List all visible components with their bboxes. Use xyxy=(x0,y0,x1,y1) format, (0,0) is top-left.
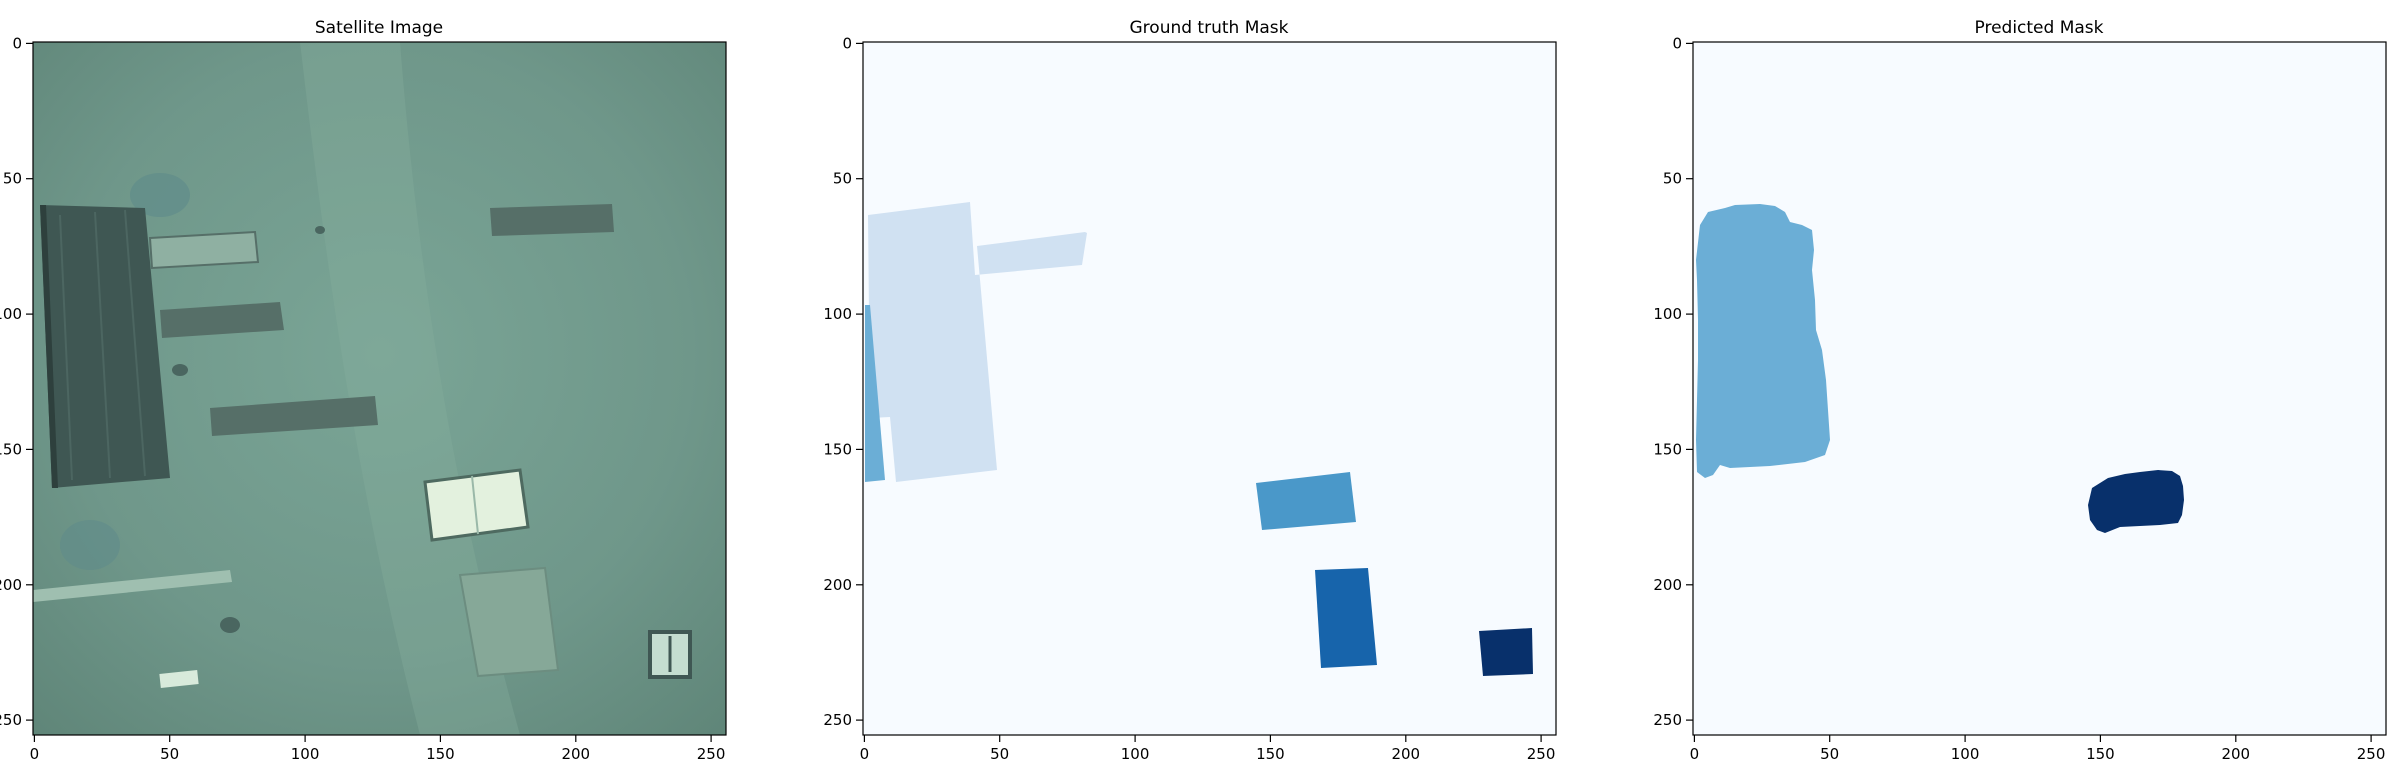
x-tick-label: 200 xyxy=(1391,745,1420,763)
x-tick-label: 200 xyxy=(561,745,590,763)
warehouse-roof xyxy=(40,205,170,488)
satellite-panel-title: Satellite Image xyxy=(315,18,443,38)
x-tick-label: 100 xyxy=(291,745,320,763)
y-tick-label: 150 xyxy=(1653,440,1682,458)
x-tick-label: 0 xyxy=(1690,745,1700,763)
mask-region-class-2 xyxy=(865,305,885,482)
ground-truth-y-axis: 0 50 100 150 200 250 xyxy=(823,34,863,729)
y-tick-label: 250 xyxy=(0,711,22,729)
y-tick-label: 0 xyxy=(842,34,852,52)
predicted-x-axis: 0 50 100 150 200 250 xyxy=(1690,735,2386,763)
ground-truth-mask xyxy=(863,42,1556,735)
mask-region-class-5 xyxy=(1479,628,1533,676)
y-tick-label: 150 xyxy=(823,440,852,458)
y-tick-label: 100 xyxy=(0,305,22,323)
y-tick-label: 100 xyxy=(1653,305,1682,323)
predicted-panel: Predicted Mask 0 50 100 150 200 250 xyxy=(1090,0,2387,763)
y-tick-label: 200 xyxy=(823,576,852,594)
white-building xyxy=(423,468,530,542)
x-tick-label: 150 xyxy=(2086,745,2115,763)
mask-region-class-4 xyxy=(1315,568,1377,668)
ground-truth-x-axis: 0 50 100 150 200 250 xyxy=(860,735,1556,763)
x-tick-label: 100 xyxy=(1951,745,1980,763)
satellite-panel: Satellite Image xyxy=(0,18,727,763)
predicted-axes-frame xyxy=(1692,41,2387,736)
ground-truth-panel: Ground truth Mask 0 50 100 150 xyxy=(823,18,1557,763)
x-tick-label: 50 xyxy=(160,745,179,763)
x-tick-label: 250 xyxy=(1527,745,1556,763)
predicted-mask xyxy=(1090,0,2386,735)
y-tick-label: 200 xyxy=(1653,576,1682,594)
mask-region-class-2 xyxy=(1696,204,1830,478)
satellite-y-axis: 0 50 100 150 200 250 xyxy=(0,34,33,729)
y-tick-label: 50 xyxy=(3,170,22,188)
satellite-axes-frame xyxy=(32,41,727,736)
x-tick-label: 150 xyxy=(1256,745,1285,763)
predicted-panel-title: Predicted Mask xyxy=(1975,18,2104,38)
y-tick-label: 250 xyxy=(823,711,852,729)
y-tick-label: 50 xyxy=(1663,170,1682,188)
mask-region-class-3 xyxy=(1256,472,1356,530)
x-tick-label: 150 xyxy=(426,745,455,763)
y-tick-label: 150 xyxy=(0,440,22,458)
ground-truth-axes-frame xyxy=(862,41,1557,736)
y-tick-label: 250 xyxy=(1653,711,1682,729)
satellite-image xyxy=(33,42,726,735)
x-tick-label: 250 xyxy=(2357,745,2386,763)
x-tick-label: 250 xyxy=(697,745,726,763)
x-tick-label: 0 xyxy=(860,745,870,763)
predicted-y-axis: 0 50 100 150 200 250 xyxy=(1653,34,1693,729)
y-tick-label: 0 xyxy=(1672,34,1682,52)
x-tick-label: 50 xyxy=(990,745,1009,763)
x-tick-label: 0 xyxy=(30,745,40,763)
x-tick-label: 200 xyxy=(2221,745,2250,763)
mask-region-class-1 xyxy=(868,202,1087,482)
x-tick-label: 100 xyxy=(1121,745,1150,763)
ground-truth-panel-title: Ground truth Mask xyxy=(1130,18,1289,38)
y-tick-label: 0 xyxy=(12,34,22,52)
y-tick-label: 50 xyxy=(833,170,852,188)
satellite-x-axis: 0 50 100 150 200 250 xyxy=(30,735,726,763)
y-tick-label: 200 xyxy=(0,576,22,594)
x-tick-label: 50 xyxy=(1820,745,1839,763)
y-tick-label: 100 xyxy=(823,305,852,323)
